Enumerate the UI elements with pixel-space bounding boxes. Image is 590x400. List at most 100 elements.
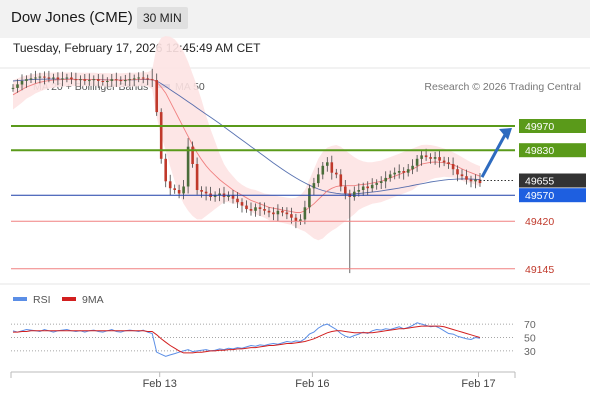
candle [424, 155, 428, 158]
candle [460, 174, 464, 177]
candle [92, 79, 96, 81]
pivot-label-box [519, 188, 586, 203]
candle [312, 183, 316, 189]
candle [294, 217, 298, 222]
candle [379, 181, 383, 183]
candle [406, 169, 410, 173]
candle [159, 112, 163, 159]
candle [375, 183, 378, 185]
candle [20, 81, 24, 85]
candle [65, 77, 69, 79]
resistance-label-box [519, 143, 586, 158]
candle [231, 195, 235, 199]
candle [420, 155, 423, 159]
x-axis: Feb 13 Feb 16 Feb 17 [143, 372, 496, 390]
candle [61, 78, 64, 80]
rsi-ma-legend-swatch [62, 297, 76, 301]
candle [70, 77, 73, 80]
candle [155, 80, 158, 113]
candle [186, 146, 190, 187]
candle [236, 198, 239, 203]
candle [110, 79, 114, 81]
candle [249, 209, 253, 211]
candle [124, 80, 127, 82]
candle [326, 162, 329, 166]
candle [478, 179, 482, 184]
candle [182, 186, 185, 194]
candle [29, 78, 33, 80]
candle [141, 77, 145, 79]
candle [168, 181, 172, 189]
candle [47, 77, 51, 79]
candle [79, 79, 82, 81]
candle [344, 186, 347, 194]
candle [438, 157, 441, 161]
candle [451, 164, 455, 170]
candle [191, 146, 194, 164]
candle [357, 190, 361, 192]
forecast-arrow-head [499, 128, 512, 140]
candle [433, 157, 437, 159]
candle [303, 207, 307, 220]
candle [429, 157, 432, 159]
candle [272, 212, 275, 215]
candle [106, 81, 109, 82]
candle [150, 79, 154, 81]
candle [267, 210, 271, 213]
candle [335, 172, 338, 175]
candle [34, 77, 37, 79]
last-price-box [519, 173, 586, 188]
candle [388, 174, 392, 178]
candle [97, 79, 100, 81]
report-datetime: Tuesday, February 17, 2026 12:45:49 AM C… [13, 41, 261, 55]
candle [16, 84, 19, 88]
candle [276, 210, 280, 215]
candle [128, 79, 131, 81]
candle [330, 162, 334, 173]
support-label: 49420 [525, 216, 554, 228]
candle [146, 78, 149, 80]
forecast-arrow-shaft [480, 132, 508, 178]
levels-layer: 49970 49830 49655 49570 49420 49145 [11, 119, 586, 276]
candle [290, 214, 293, 218]
candle [74, 79, 78, 81]
candle [465, 176, 468, 180]
rsi-ma-legend-label: 9MA [82, 294, 104, 306]
last-price-label: 49655 [525, 176, 554, 188]
candle [442, 160, 446, 163]
candle [38, 76, 42, 78]
candle [115, 79, 118, 81]
x-tick-label: Feb 17 [461, 378, 495, 390]
candle [204, 191, 208, 194]
candle [321, 165, 325, 175]
candle [240, 202, 244, 206]
rsi-level-label: 50 [524, 333, 536, 345]
candle [213, 195, 217, 197]
candle [245, 205, 248, 210]
price-plot [11, 36, 482, 274]
candle [137, 77, 140, 79]
candle [447, 162, 450, 164]
candle [366, 186, 369, 189]
candle [415, 158, 419, 166]
candle [218, 193, 221, 196]
candle [11, 87, 15, 89]
candle [299, 219, 302, 222]
candle [83, 79, 87, 81]
candle [384, 177, 387, 182]
resistance-label: 49830 [525, 145, 554, 157]
candle [411, 165, 414, 170]
instrument-title: Dow Jones (CME) [11, 9, 133, 26]
rsi-legend-label: RSI [33, 294, 51, 306]
candle [370, 184, 374, 189]
rsi-level-label: 30 [524, 346, 536, 358]
candle [164, 158, 167, 182]
candle [308, 188, 311, 208]
timeframe-badge[interactable]: 30 MIN [137, 7, 188, 29]
candle [88, 80, 91, 82]
candle [258, 207, 262, 209]
candle [43, 76, 46, 78]
candle [456, 169, 459, 175]
ma20-line [12, 78, 481, 213]
